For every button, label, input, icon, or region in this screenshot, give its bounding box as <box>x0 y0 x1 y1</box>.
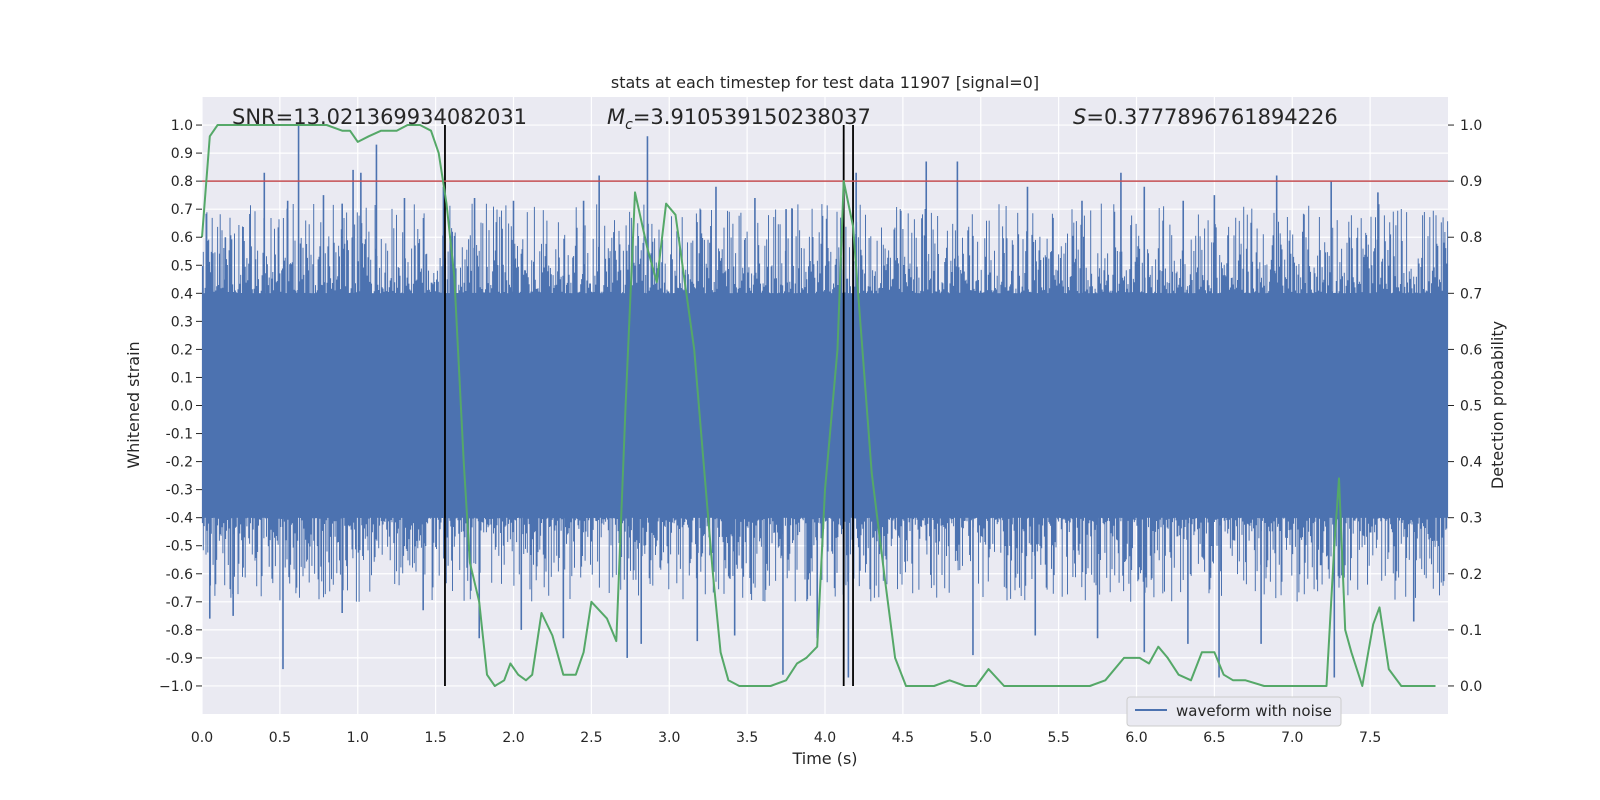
y-tick-label-left: −1.0 <box>159 679 193 695</box>
x-tick-label: 0.0 <box>191 730 213 746</box>
y-tick-label-left: -0.3 <box>166 483 193 499</box>
x-tick-label: 7.5 <box>1359 730 1381 746</box>
x-tick-label: 4.5 <box>892 730 914 746</box>
y-tick-label-right: 0.0 <box>1460 679 1482 695</box>
x-tick-label: 3.0 <box>658 730 680 746</box>
probability-series <box>201 124 1436 687</box>
y-tick-label-left: 1.0 <box>171 118 193 134</box>
vertical-markers <box>444 125 854 686</box>
y-tick-label-left: -0.8 <box>166 623 193 639</box>
y-tick-label-left: 0.7 <box>171 202 193 218</box>
chirp-mass-subscript: c <box>625 117 633 133</box>
s-annotation: S=0.3777896761894226 <box>1073 105 1338 129</box>
x-axis-ticks: 0.0 0.5 1.0 1.5 2.0 2.5 3.0 3.5 4.0 4.5 5.0 5.5 6.0 6… <box>191 730 1381 746</box>
x-axis-label: Time (s) <box>791 749 857 768</box>
snr-annotation: SNR=13.021369934082031 <box>232 105 527 129</box>
y-tick-label-left: -0.1 <box>166 427 193 443</box>
x-tick-label: 7.0 <box>1281 730 1303 746</box>
y-tick-label-right: 0.9 <box>1460 174 1482 190</box>
legend: waveform with noise <box>1126 696 1342 727</box>
y-tick-label-left: 0.2 <box>171 342 193 358</box>
x-tick-label: 6.0 <box>1125 730 1147 746</box>
chirp-mass-value: =3.910539150238037 <box>633 105 871 129</box>
y-tick-label-right: 0.1 <box>1460 623 1482 639</box>
x-tick-label: 0.5 <box>269 730 291 746</box>
y-tick-label-right: 1.0 <box>1460 118 1482 134</box>
x-tick-label: 1.5 <box>424 730 446 746</box>
x-tick-label: 4.0 <box>814 730 836 746</box>
y-tick-label-right: 0.2 <box>1460 567 1482 583</box>
y-axis-right-label: Detection probability <box>1488 321 1507 489</box>
x-tick-label: 5.0 <box>970 730 992 746</box>
y-tick-label-right: 0.4 <box>1460 455 1482 471</box>
y-tick-label-right: 0.3 <box>1460 511 1482 527</box>
x-tick-label: 3.5 <box>736 730 758 746</box>
s-value: =0.3777896761894226 <box>1086 105 1337 129</box>
x-tick-label: 1.0 <box>347 730 369 746</box>
y-tick-label-left: 0.0 <box>171 399 193 415</box>
x-tick-label: 2.5 <box>580 730 602 746</box>
probability-line <box>201 124 1436 687</box>
legend-box <box>1126 696 1342 727</box>
y-tick-label-right: 0.6 <box>1460 342 1482 358</box>
x-tick-label: 6.5 <box>1203 730 1225 746</box>
x-tick-label: 2.0 <box>502 730 524 746</box>
chart-title: stats at each timestep for test data 119… <box>611 73 1039 92</box>
y-tick-label-left: 0.9 <box>171 146 193 162</box>
y-tick-label-left: 0.4 <box>171 286 193 302</box>
s-symbol: S <box>1073 105 1086 129</box>
y-axis-left-label: Whitened strain <box>124 341 143 468</box>
y-tick-label-left: 0.5 <box>171 258 193 274</box>
y-tick-label-left: -0.7 <box>166 595 193 611</box>
y-tick-label-left: -0.4 <box>166 511 193 527</box>
y-tick-label-right: 0.7 <box>1460 286 1482 302</box>
y-tick-label-left: -0.2 <box>166 455 193 471</box>
y-tick-label-left: 0.6 <box>171 230 193 246</box>
y-axis-left-ticks: 1.0 0.9 0.8 0.7 0.6 0.5 0.4 0.3 0.2 0.1 0.0 -0.1 -0.… <box>159 118 202 695</box>
legend-label: waveform with noise <box>1176 702 1332 720</box>
y-tick-label-left: -0.6 <box>166 567 193 583</box>
y-tick-label-left: 0.3 <box>171 314 193 330</box>
chirp-mass-annotation: Mc=3.910539150238037 <box>607 105 871 133</box>
y-tick-label-left: 0.1 <box>171 370 193 386</box>
y-tick-label-left: -0.9 <box>166 651 193 667</box>
y-tick-label-left: -0.5 <box>166 539 193 555</box>
x-tick-label: 5.5 <box>1047 730 1069 746</box>
y-tick-label-right: 0.8 <box>1460 230 1482 246</box>
y-tick-label-left: 0.8 <box>171 174 193 190</box>
y-tick-label-right: 0.5 <box>1460 399 1482 415</box>
chirp-mass-symbol: M <box>607 105 625 129</box>
y-axis-right-ticks: 1.0 0.9 0.8 0.7 0.6 0.5 0.4 0.3 0.2 0.1 0.0 <box>1448 118 1482 695</box>
